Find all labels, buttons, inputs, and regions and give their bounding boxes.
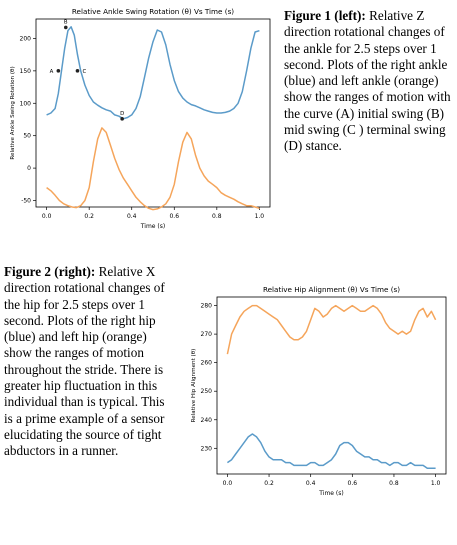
ankle-marker-c [75,69,80,73]
hip-x-tick-label: 0.8 [389,480,399,487]
hip-x-tick-label: 0.4 [306,480,316,487]
hip-y-tick-label: 240 [201,417,213,424]
ankle-rotation-chart: Relative Ankle Swing Rotation (θ) Vs Tim… [10,7,271,230]
figure-1-caption-text: Relative Z direction rotational changes … [284,8,451,154]
hip-y-tick-label: 250 [201,388,213,395]
ankle-annotation-d: D [120,111,124,117]
ankle-x-tick-label: 0.6 [169,213,179,220]
ankle-series-blue-line [46,26,260,120]
figure-2-caption: Figure 2 (right): Relative X direction r… [4,264,176,460]
ankle-annotation-a: A [50,69,54,75]
figure-2-caption-text: Relative X direction rotational changes … [4,264,165,459]
ankle-marker-a [56,69,61,73]
ankle-series-orange-line [46,127,260,211]
ankle-y-tick-label: 200 [20,35,32,42]
hip-y-tick-label: 270 [201,331,213,338]
ankle-plot-frame [35,18,271,208]
hip-x-tick-label: 0.6 [348,480,358,487]
ankle-title: Relative Ankle Swing Rotation (θ) Vs Tim… [72,7,234,16]
figure-2-caption-label: Figure 2 (right): [4,264,96,279]
hip-series-blue-line [226,433,436,470]
hip-x-tick-label: 1.0 [431,480,441,487]
ankle-annotation-c: C [82,69,86,75]
hip-y-tick-label: 280 [201,303,213,310]
ankle-marker-b [63,25,68,30]
hip-y-tick-label: 260 [201,360,213,367]
hip-title: Relative Hip Alignment (θ) Vs Time (s) [263,285,400,294]
ankle-x-tick-label: 0.2 [84,213,94,220]
hip-y-axis-label: Relative Hip Alignment (θ) [191,349,197,423]
figure-1-caption: Figure 1 (left): Relative Z direction ro… [284,8,454,155]
hip-plot-frame [216,296,447,475]
hip-y-tick-label: 230 [201,445,213,452]
hip-alignment-chart: Relative Hip Alignment (θ) Vs Time (s) 0.… [191,285,447,497]
figure-1-caption-label: Figure 1 (left): [284,8,366,23]
hip-x-tick-label: 0.2 [264,480,274,487]
ankle-annotation-b: B [64,19,68,25]
hip-series-orange-line [226,304,437,355]
ankle-x-tick-label: 0.8 [212,213,222,220]
ankle-y-tick-label: -50 [21,198,31,205]
ankle-x-tick-label: 0.0 [42,213,52,220]
ankle-y-tick-label: 150 [20,68,32,75]
ankle-x-tick-label: 1.0 [255,213,265,220]
ankle-y-axis-label: Relative Ankle Swing Rotation (θ) [10,66,16,159]
ankle-y-tick-label: 0 [27,165,31,172]
ankle-marker-d [120,117,124,121]
hip-x-tick-label: 0.0 [223,480,233,487]
hip-x-axis-label: Time (s) [318,490,343,497]
ankle-x-tick-label: 0.4 [127,213,137,220]
ankle-x-axis-label: Time (s) [140,223,165,230]
ankle-y-tick-label: 50 [23,133,31,140]
ankle-y-tick-label: 100 [20,100,32,107]
